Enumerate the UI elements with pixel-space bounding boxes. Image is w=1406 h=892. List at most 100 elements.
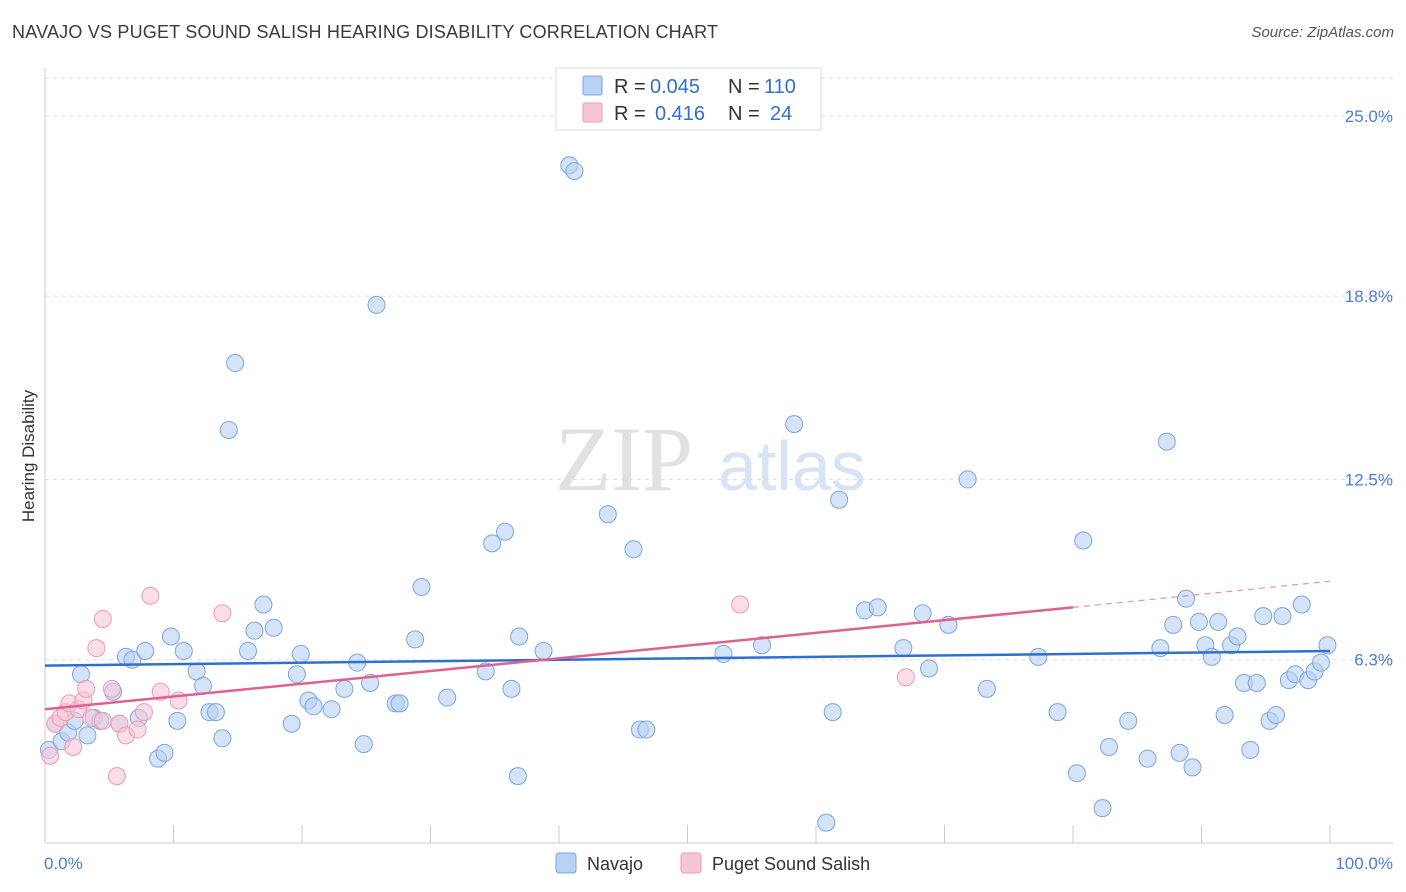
salish-point-12 [93,610,112,629]
y-axis-title: Hearing Disability [19,389,38,522]
navajo-point-67 [868,598,887,617]
navajo-point-65 [830,490,849,509]
navajo-point-96 [1241,740,1260,759]
navajo-point-72 [958,470,977,489]
navajo-point-90 [1202,647,1221,666]
navajo-point-53 [534,642,553,661]
navajo-point-74 [1029,647,1048,666]
navajo-point-81 [1138,749,1157,768]
navajo-point-28 [245,621,264,640]
navajo-point-50 [502,679,521,698]
navajo-point-14 [136,642,155,661]
navajo-point-18 [168,711,187,730]
navajo-point-44 [406,630,425,649]
salish-point-19 [141,586,160,605]
navajo-point-97 [1247,674,1266,693]
axes [44,68,1393,844]
navajo-point-41 [367,295,386,314]
navajo-point-36 [322,700,341,719]
salish-point-0 [41,746,60,765]
navajo-point-33 [291,644,310,663]
navajo-point-101 [1273,607,1292,626]
salish-point-22 [213,604,232,623]
legend-r-value-navajo: 0.045 [650,76,700,98]
navajo-point-26 [226,354,245,373]
navajo-point-98 [1254,607,1273,626]
navajo-point-80 [1119,711,1138,730]
legend-r-value-salish: 0.416 [655,103,705,125]
x-tick-label-min: 0.0% [44,854,83,873]
salish-point-5 [64,738,83,757]
navajo-point-29 [254,595,273,614]
navajo-point-56 [598,505,617,524]
navajo-point-100 [1267,706,1286,725]
navajo-point-62 [785,415,804,434]
navajo-point-16 [155,743,174,762]
navajo-point-69 [913,604,932,623]
legend-swatch-salish [582,102,603,123]
navajo-point-85 [1170,743,1189,762]
salish-point-20 [151,682,170,701]
y-tick-label-3: 25.0% [1345,107,1393,126]
legend-r-label-navajo: R = [614,76,646,98]
navajo-point-91 [1209,612,1228,631]
y-tick-labels: 6.3% 12.5% 18.8% 25.0% [1345,107,1393,670]
source-label: Source: ZipAtlas.com [1251,24,1394,41]
series-legend: Navajo Puget Sound Salish [555,852,870,874]
navajo-point-39 [354,735,373,754]
salish-point-14 [107,767,126,786]
salish-trend-line [44,606,1074,711]
bottom-legend-label-navajo: Navajo [587,854,643,874]
navajo-point-31 [282,714,301,733]
legend-n-value-salish: 24 [770,103,792,125]
y-tick-label-1: 12.5% [1345,470,1393,489]
navajo-point-37 [335,679,354,698]
navajo-point-108 [1318,636,1337,655]
navajo-point-40 [361,674,380,693]
navajo-point-51 [508,767,527,786]
navajo-point-45 [412,578,431,597]
salish-trend-extension [1072,580,1331,608]
grid-lines [45,77,1393,661]
legend-r-label-salish: R = [614,103,646,125]
x-tick-label-max: 100.0% [1335,854,1393,873]
navajo-point-86 [1177,589,1196,608]
navajo-point-87 [1183,758,1202,777]
navajo-point-84 [1164,615,1183,634]
salish-point-23 [731,595,750,614]
navajo-point-63 [817,813,836,832]
navajo-point-104 [1292,595,1311,614]
navajo-point-27 [239,642,258,661]
navajo-point-78 [1093,799,1112,818]
salish-point-8 [77,679,96,698]
watermark-zip: ZIP [555,408,693,510]
navajo-point-79 [1099,738,1118,757]
y-tick-label-0: 6.3% [1354,651,1393,670]
navajo-point-48 [483,534,502,553]
navajo-trend-line [44,649,1331,667]
navajo-point-60 [714,644,733,663]
navajo-point-35 [304,697,323,716]
navajo-point-68 [894,639,913,658]
navajo-point-94 [1228,627,1247,646]
y-tick-label-2: 18.8% [1345,287,1393,306]
puget-sound-salish-series [41,586,915,786]
salish-point-18 [134,703,153,722]
navajo-point-73 [977,679,996,698]
salish-point-10 [87,639,106,658]
bottom-legend-swatch-salish [680,852,702,874]
legend-n-label-navajo: N = [728,76,760,98]
navajo-point-6 [78,726,97,745]
legend-n-label-salish: N = [728,103,760,125]
navajo-point-23 [206,703,225,722]
navajo-point-57 [624,540,643,559]
navajo-point-46 [438,688,457,707]
salish-point-13 [102,679,121,698]
navajo-point-55 [565,162,584,181]
navajo-point-83 [1157,432,1176,451]
navajo-point-92 [1215,706,1234,725]
navajo-point-61 [753,636,772,655]
navajo-point-77 [1074,531,1093,550]
trend-lines [44,580,1331,711]
navajo-point-24 [213,729,232,748]
